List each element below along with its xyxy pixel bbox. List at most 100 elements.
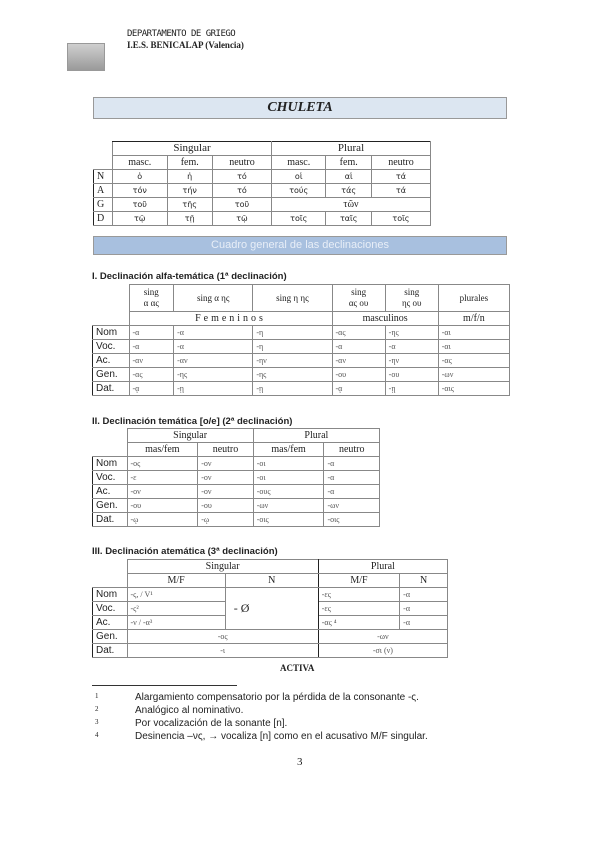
column-header: sing α ης	[173, 284, 254, 312]
column-header: mas/fem	[252, 442, 325, 457]
table-cell: -ης	[173, 367, 254, 382]
column-header: sing ας ου	[331, 284, 386, 312]
group-header: Plural	[317, 559, 449, 574]
table-row: M/F N M/F N	[93, 573, 448, 588]
table-cell: -ς²	[126, 601, 226, 616]
case-label: D	[93, 211, 113, 226]
empty-cell	[93, 560, 128, 574]
table-row: Gen. -ου -ου -ων -ων	[92, 498, 380, 513]
case-label: Nom	[92, 456, 128, 471]
case-label: Voc.	[92, 470, 128, 485]
table-cell: τούς	[270, 183, 327, 198]
table-cell: αἱ	[325, 169, 372, 184]
column-header: neutro	[370, 155, 432, 170]
footnote: 3 Por vocalización de la sonante [n].	[95, 718, 428, 731]
activa-label: ACTIVA	[280, 663, 315, 673]
column-header: plurales	[437, 284, 511, 312]
table-cell: τοῦ	[211, 197, 272, 212]
table-cell: -αι	[437, 339, 511, 354]
footnote: 4 Desinencia –νς, → vocaliza [n] como en …	[95, 731, 428, 744]
footnote-number: 4	[95, 731, 99, 739]
table-row: sing α ας sing α ης sing η ης sing ας ου sin…	[93, 284, 511, 312]
column-header: neutro	[197, 442, 254, 457]
column-header: fem.	[166, 155, 213, 170]
group-header: Plural	[270, 141, 432, 156]
footnotes: 1 Alargamiento compensatorio por la pérdi…	[95, 692, 428, 744]
table-row: Nom -α -α -η -ας -ης -αι	[92, 325, 511, 340]
case-label: Dat.	[92, 512, 128, 527]
column-header: M/F	[126, 573, 226, 588]
table-cell: -αι	[437, 325, 511, 340]
case-label: Dat.	[92, 381, 130, 396]
table-cell: -ῳ	[197, 512, 254, 527]
footnote-text: Desinencia –νς, → vocaliza [n] como en e…	[135, 731, 428, 742]
table-cell: -ᾳ	[128, 381, 175, 396]
empty-cell	[94, 142, 113, 156]
table-cell: -ην	[252, 353, 333, 368]
table-cell: τῷ	[211, 211, 272, 226]
table-cell: -ας	[331, 325, 386, 340]
footnote-number: 1	[95, 692, 99, 700]
table-cell: τοῖς	[270, 211, 327, 226]
table-row: Gen. -ος -ων	[92, 629, 449, 644]
table-cell: -ι	[126, 643, 319, 658]
group-header: Singular	[112, 141, 272, 156]
table-cell: -ον	[197, 456, 254, 471]
case-label: Gen.	[92, 498, 128, 513]
table-cell: -α	[399, 615, 448, 630]
column-header: sing α ας	[128, 284, 175, 312]
table-row: Ac. -αν -αν -ην -αν -ην -ας	[92, 353, 511, 368]
table-row: Singular Plural	[93, 428, 381, 443]
column-header: mas/fem	[126, 442, 199, 457]
title-bar: CHULETA	[93, 97, 507, 119]
group-header: m/f/n	[437, 311, 511, 326]
table-row: masc. fem. neutro masc. fem. neutro	[94, 155, 432, 170]
table-cell: τοῦ	[112, 197, 168, 212]
case-label: Nom	[92, 587, 128, 602]
group-header: Plural	[252, 428, 381, 443]
case-label: Ac.	[92, 484, 128, 499]
table-row: Voc. -α -α -η -α -α -αι	[92, 339, 511, 354]
empty-cell	[93, 443, 128, 457]
table-row: Femeninos masculinos m/f/n	[93, 311, 511, 326]
footnote: 1 Alargamiento compensatorio por la pérdi…	[95, 692, 428, 705]
footnote: 2 Analógico al nominativo.	[95, 705, 428, 718]
table-cell: -ων	[317, 629, 449, 644]
footnote-text: Alargamiento compensatorio por la pérdid…	[135, 692, 419, 703]
table-cell: -ᾳ	[331, 381, 386, 396]
group-header: masculinos	[331, 311, 439, 326]
table-cell: -ῃ	[252, 381, 333, 396]
school-name: I.E.S. BENICALAP (Valencia)	[127, 40, 244, 50]
empty-cell	[93, 429, 128, 443]
table-cell: -ου	[126, 498, 199, 513]
table-cell: τῷ	[112, 211, 168, 226]
empty-cell	[94, 156, 113, 170]
table-cell: -ος	[126, 456, 199, 471]
case-label: Gen.	[92, 629, 128, 644]
table-row: Voc. -ε -ον -οι -α	[92, 470, 380, 485]
table-row: Ac. -ον -ον -ους -α	[92, 484, 380, 499]
table-cell: -σι (ν)	[317, 643, 449, 658]
table-cell: -ος	[126, 629, 319, 644]
table-cell: τήν	[166, 183, 213, 198]
column-header: N	[224, 573, 319, 588]
case-label: Voc.	[92, 601, 128, 616]
table-cell: -ης	[384, 325, 439, 340]
table-cell: ὁ	[112, 169, 168, 184]
case-label: G	[93, 197, 113, 212]
table-cell: -αν	[173, 353, 254, 368]
table-cell: -οις	[323, 512, 380, 527]
table-cell: -ον	[126, 484, 199, 499]
table-cell: τῆς	[166, 197, 213, 212]
empty-cell	[93, 312, 130, 326]
decl3-table: Singular Plural M/F N M/F N Nom -ς, / V¹ - Ø -ες -…	[92, 559, 449, 658]
table-cell: τάς	[325, 183, 372, 198]
column-header: fem.	[325, 155, 372, 170]
table-cell: -ς, / V¹	[126, 587, 226, 602]
table-cell: -οι	[252, 456, 325, 471]
table-cell: τό	[211, 169, 272, 184]
